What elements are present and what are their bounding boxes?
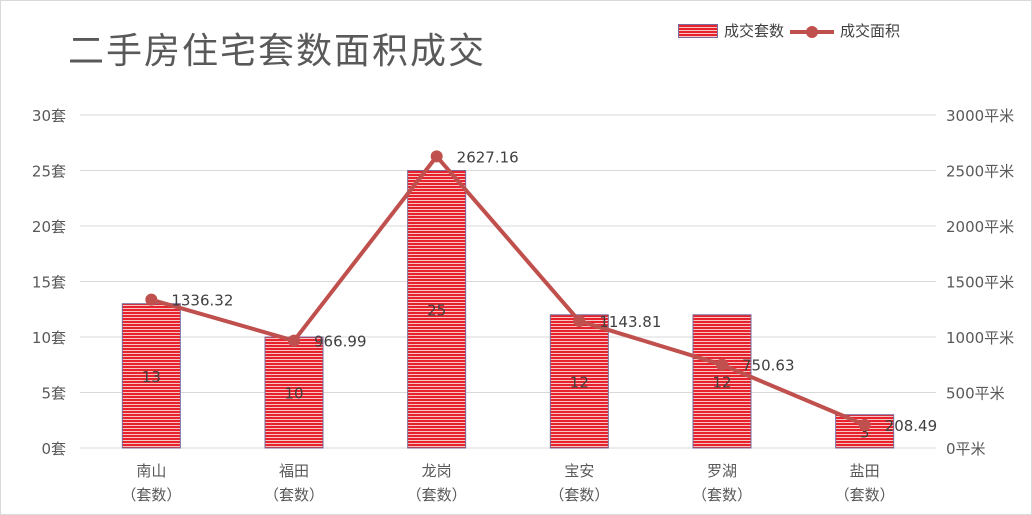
line-data-label: 1143.81 [599,313,661,331]
chart-title: 二手房住宅套数面积成交 [68,31,487,72]
y-right-tick-label: 2500平米 [946,163,1014,181]
x-tick-label: 南山 [136,462,166,480]
line-data-label: 750.63 [742,357,795,375]
x-tick-label: （套数） [407,486,467,504]
y-left-tick-label: 25套 [32,163,66,181]
line-data-label: 966.99 [314,333,367,351]
x-tick-label: （套数） [121,486,181,504]
line-series [150,154,866,427]
line-data-label: 2627.16 [457,148,519,166]
x-tick-label: 龙岗 [422,462,452,480]
y-left-tick-label: 15套 [32,274,66,292]
y-right-tick-label: 1000平米 [946,329,1014,347]
bar [121,303,181,449]
legend-label-line: 成交面积 [840,22,901,40]
x-tick-label: （套数） [835,486,895,504]
y-right-tick-label: 0平米 [946,440,986,458]
x-tick-label: 福田 [279,462,309,480]
y-right-tick-label: 1500平米 [946,274,1014,292]
bar [549,314,609,449]
legend-label-bar: 成交套数 [724,22,785,40]
y-left-tick-label: 20套 [32,218,66,236]
bar [407,170,467,449]
line-point [145,293,158,306]
bar-data-label: 3 [860,423,870,441]
legend-swatch-line [790,24,835,38]
y-right-tick-label: 2000平米 [946,218,1014,236]
x-tick-label: 盐田 [850,462,880,480]
legend-swatch-bar [678,23,718,38]
x-tick-label: （套数） [692,486,752,504]
line-point [430,150,443,163]
bar [264,336,324,449]
bar [692,314,752,449]
line-data-label: 208.49 [885,417,938,435]
bar-data-label: 12 [570,373,589,391]
line-point [716,358,728,371]
bar-data-label: 25 [427,301,446,319]
y-left-tick-label: 30套 [32,107,66,125]
bar-data-label: 13 [142,368,161,386]
y-right-tick-label: 500平米 [946,385,1005,403]
x-tick-label: 罗湖 [707,462,737,480]
x-tick-label: 宝安 [564,462,594,480]
line-point [573,315,586,328]
line-data-label: 1336.32 [171,292,233,310]
bar-data-label: 12 [712,373,731,391]
bar-data-label: 10 [284,385,303,403]
y-right-tick-label: 3000平米 [946,107,1014,125]
x-tick-label: （套数） [549,486,609,504]
y-left-tick-label: 10套 [32,329,66,347]
x-tick-label: （套数） [264,486,324,504]
line-point [288,334,300,347]
legend: 成交套数 成交面积 [678,20,900,41]
y-left-tick-label: 5套 [41,385,66,403]
y-left-tick-label: 0套 [41,440,66,458]
line-point [858,418,871,431]
